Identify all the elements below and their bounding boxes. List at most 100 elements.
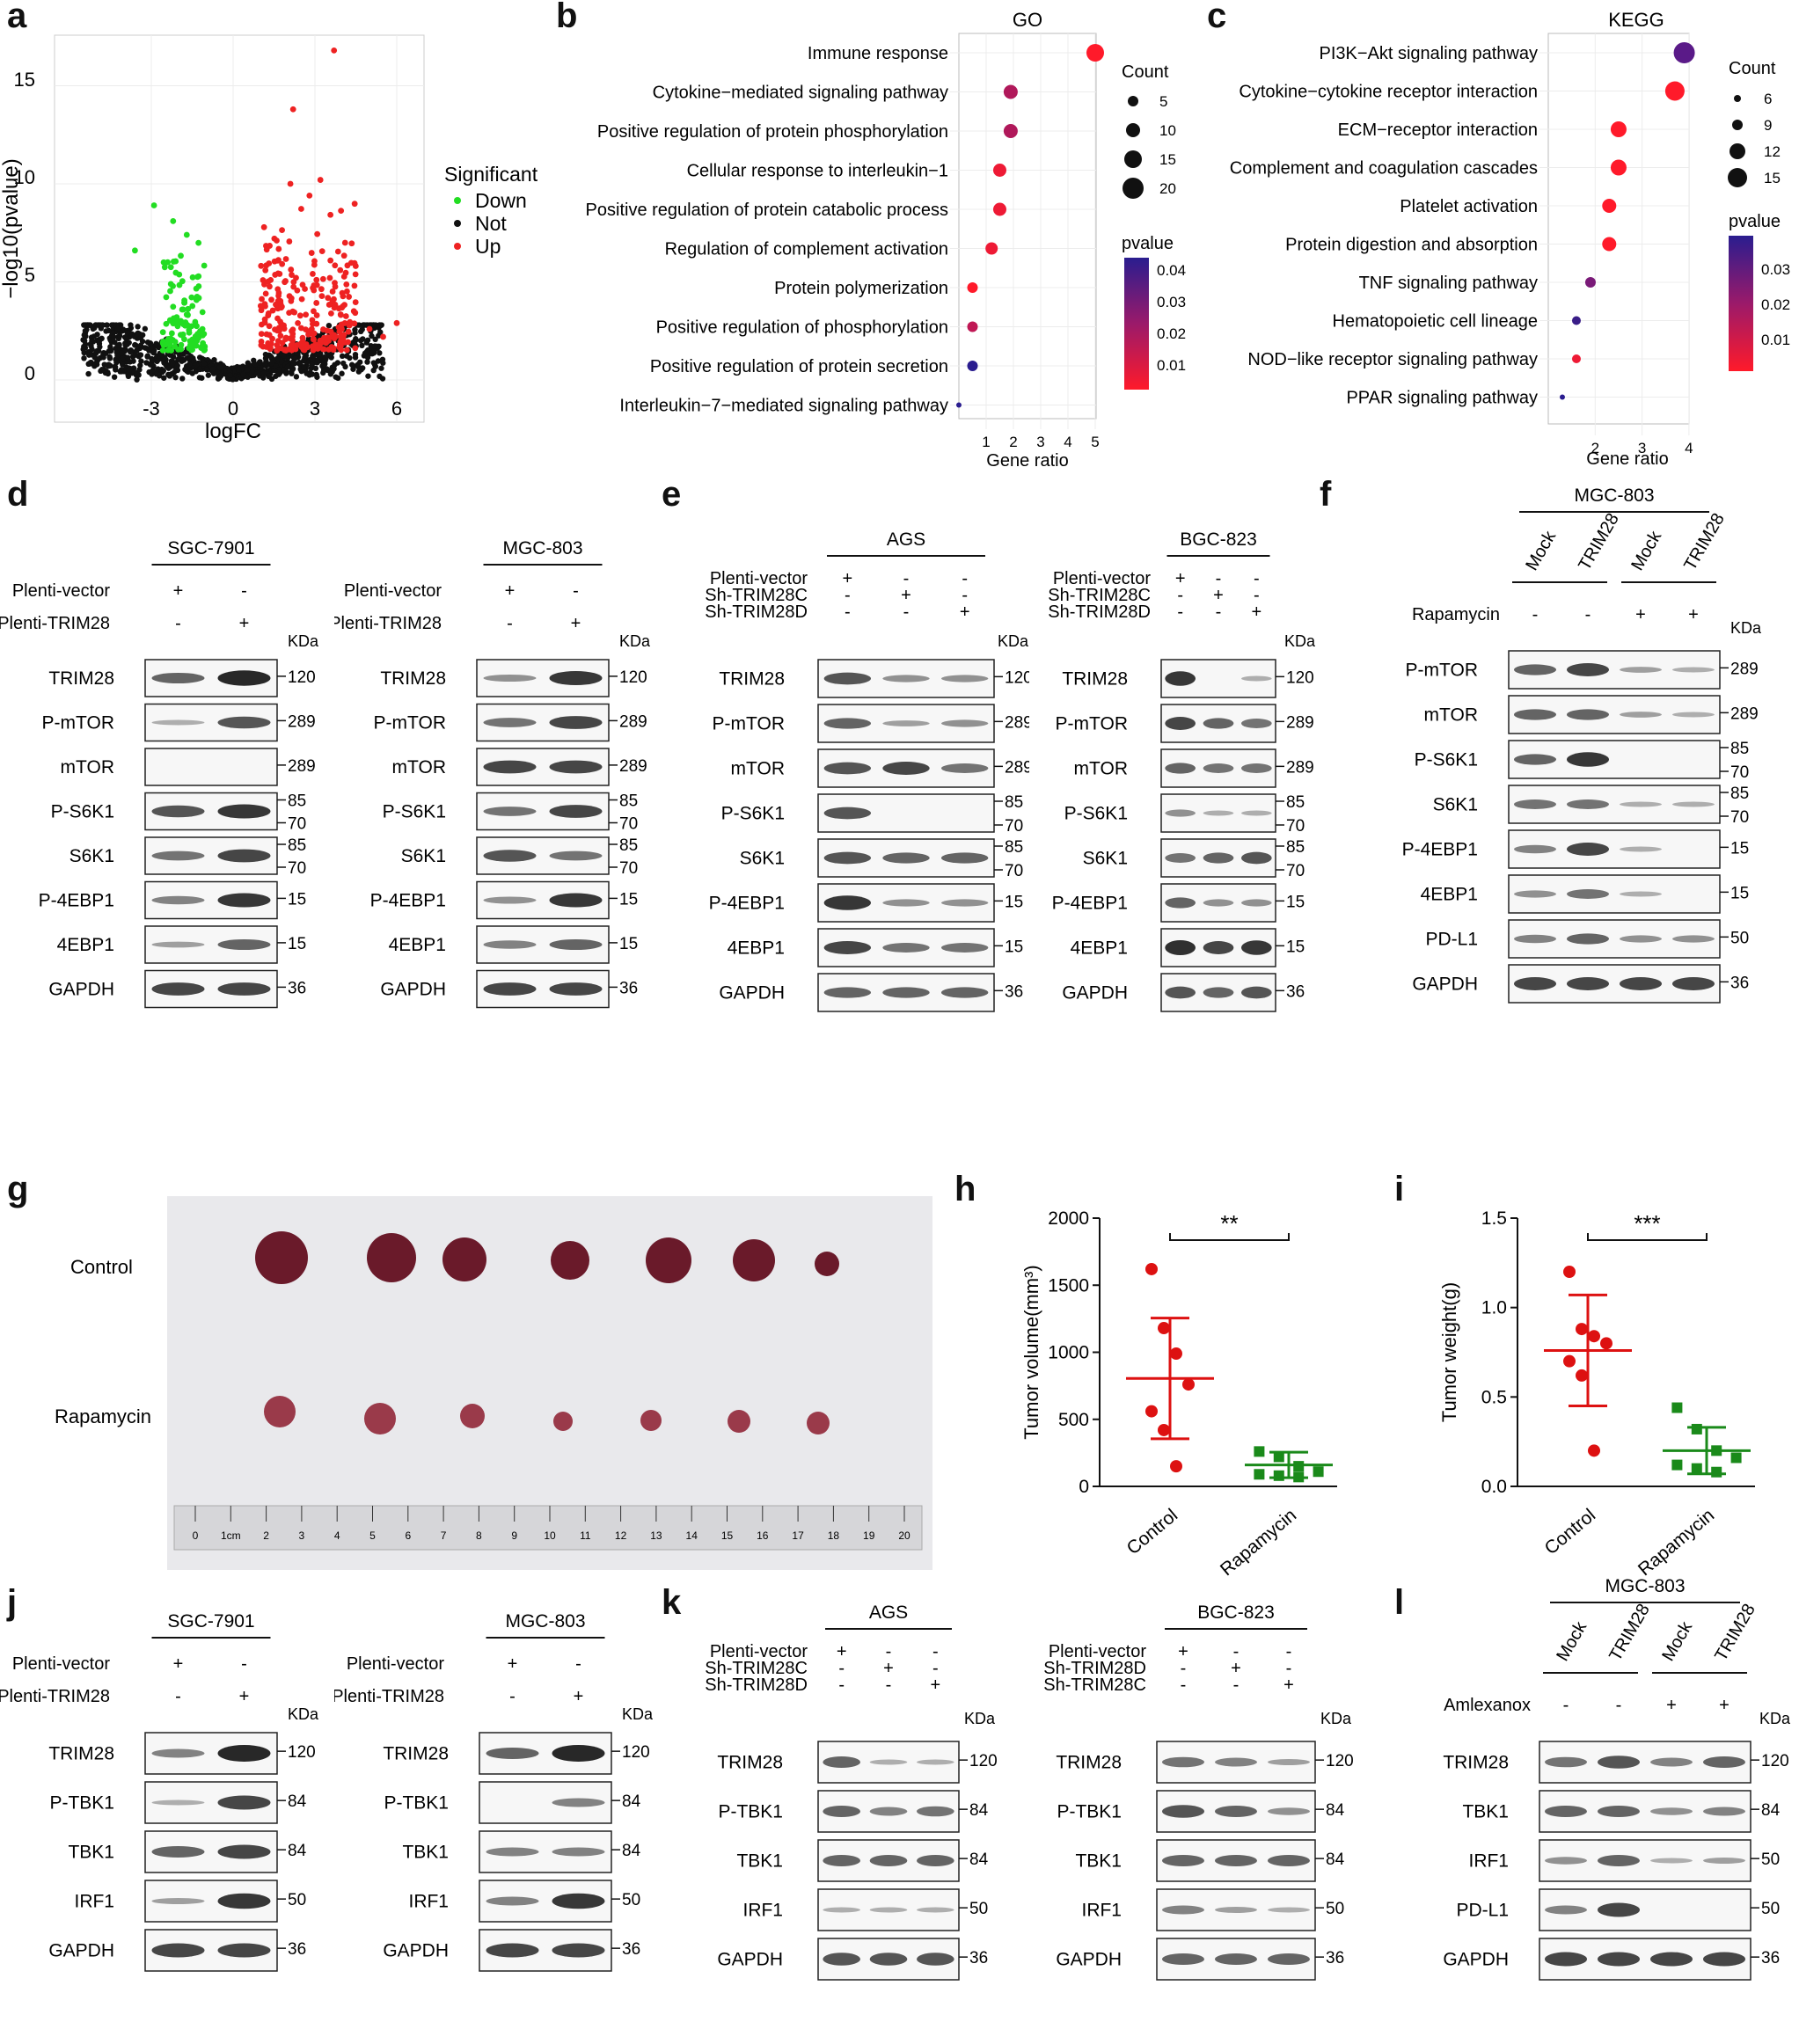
volcano-point-up [335, 305, 342, 312]
blot-band [882, 720, 930, 726]
blot-band [1215, 1854, 1257, 1867]
count-legend-dot [1730, 143, 1745, 159]
chart-tumor-volume: 0 500 1000 1500 2000 Tumor volume(mm³) Control… [1020, 1208, 1337, 1580]
x-tick: 3 [1036, 434, 1044, 450]
volcano-point-not [260, 375, 267, 381]
volcano-point-not [170, 361, 176, 367]
volcano-point-not [90, 325, 96, 332]
volcano-point-not [154, 358, 160, 365]
term-label: Positive regulation of protein secretion [650, 357, 948, 376]
y-tick: 0.5 [1481, 1387, 1507, 1407]
volcano-point-not [111, 374, 118, 380]
blot-band [917, 1759, 954, 1765]
legend-down: Down [475, 189, 527, 212]
volcano-point-not [248, 369, 255, 375]
lane-label: TRIM28 [1575, 510, 1623, 574]
kegg-pvalue-label: 0.03 [1761, 261, 1790, 278]
volcano-point-not [309, 371, 316, 377]
blot-band [1241, 763, 1272, 773]
volcano-point-not [194, 362, 200, 369]
volcano-point-up [317, 177, 324, 183]
volcano-point-down [178, 318, 184, 325]
mw-label: 36 [288, 979, 306, 997]
ruler-label: 10 [544, 1529, 556, 1542]
term-label: PPAR signaling pathway [1346, 389, 1538, 408]
treatment-label: Plenti-vector [710, 1642, 808, 1661]
treatment-label: Plenti-vector [344, 581, 442, 601]
blot-band [217, 1795, 271, 1810]
volcano-point-up [338, 347, 345, 354]
blot-band [483, 760, 537, 774]
treatment-sign: - [1177, 586, 1183, 605]
term-dot [1086, 44, 1104, 62]
blot-strip [144, 748, 278, 786]
data-point [1182, 1378, 1195, 1391]
volcano-point-down [194, 274, 201, 281]
volcano-point-up [352, 271, 359, 278]
treatment-sign: + [173, 581, 184, 601]
volcano-point-up [304, 344, 311, 351]
band-label: 4EBP1 [728, 938, 785, 959]
treatment-sign: - [845, 586, 851, 605]
mw-label: 70 [288, 859, 306, 878]
volcano-point-not [377, 350, 383, 356]
legend-title: Significant [444, 163, 538, 186]
volcano-point-not [128, 322, 134, 328]
volcano-point-up [329, 288, 336, 295]
term-dot [1602, 237, 1617, 252]
term-label: Protein digestion and absorption [1285, 236, 1538, 255]
blot-band [869, 1807, 908, 1816]
blot-band [151, 672, 205, 684]
treatment-sign: - [1532, 605, 1539, 624]
term-dot [985, 242, 998, 255]
blot-band [917, 1953, 954, 1966]
mw-label: 36 [1730, 974, 1749, 992]
volcano-point-up [311, 308, 317, 315]
kegg-count-title: Count [1729, 59, 1776, 78]
data-point [1313, 1466, 1324, 1478]
count-legend-label: 10 [1159, 122, 1176, 139]
data-point [1711, 1445, 1722, 1456]
mw-label: 15 [1286, 893, 1305, 911]
volcano-point-up [266, 260, 273, 266]
treatment-sign: - [1286, 1659, 1292, 1678]
kda-label: KDa [288, 1705, 319, 1723]
volcano-point-up [313, 276, 320, 283]
treatment-sign: + [1231, 1659, 1241, 1678]
volcano-point-up [263, 331, 270, 338]
blot-band [217, 1744, 271, 1763]
volcano-point-down [186, 326, 193, 333]
volcano-point-not [210, 370, 217, 376]
panel-label-f: f [1320, 475, 1332, 514]
blot-band [1203, 899, 1234, 907]
treatment-label: Sh-TRIM28C [705, 586, 808, 605]
volcano-point-up [258, 331, 265, 337]
volcano-point-up [275, 289, 282, 296]
term-label: Cytokine−cytokine receptor interaction [1239, 83, 1538, 102]
volcano-point-not [252, 361, 259, 368]
treatment-sign: + [571, 614, 581, 633]
volcano-point-up [318, 248, 325, 255]
kda-label: KDa [998, 632, 1029, 650]
volcano-point-not [260, 370, 267, 376]
volcano-point-not [244, 367, 251, 373]
blot-band [151, 1799, 205, 1806]
volcano-point-up [339, 325, 345, 332]
treatment-label: Sh-TRIM28C [1048, 586, 1151, 605]
kegg-pvalue-label: 0.01 [1761, 332, 1790, 348]
go-pvalue-title: pvalue [1122, 234, 1174, 253]
volcano-point-up [347, 318, 354, 325]
volcano-point-not [294, 351, 300, 357]
band-label: mTOR [61, 757, 114, 777]
volcano-point-not [81, 355, 87, 361]
volcano-point-not [371, 343, 378, 349]
tumor-control [733, 1239, 775, 1281]
blot-band [1620, 891, 1662, 897]
ruler-label: 19 [863, 1529, 875, 1542]
volcano-point-up [282, 347, 289, 354]
volcano-point-down [170, 259, 177, 265]
blot-band [1650, 1757, 1693, 1767]
volcano-point-up [258, 338, 265, 345]
band-label: P-mTOR [374, 713, 446, 734]
mw-label: 36 [619, 979, 638, 997]
